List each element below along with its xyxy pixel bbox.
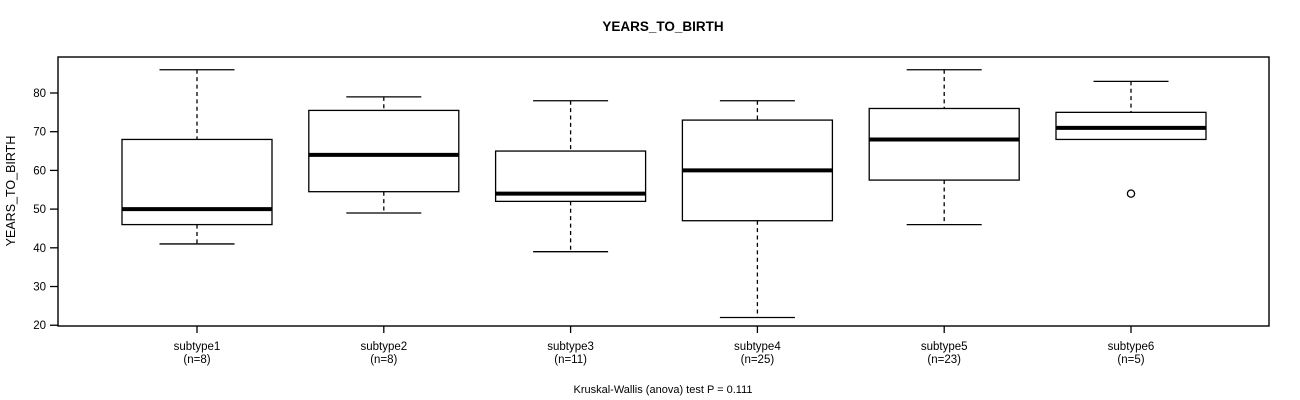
- iqr-box: [121, 138, 273, 226]
- box-group-subtype1: [121, 69, 273, 245]
- y-tick-label: 70: [33, 127, 46, 139]
- chart-title: YEARS_TO_BIRTH: [602, 19, 723, 34]
- y-axis-label: YEARS_TO_BIRTH: [4, 136, 18, 247]
- box-group-subtype3: [494, 100, 647, 253]
- x-tick-count-label: (n=5): [1117, 354, 1144, 366]
- box-group-subtype5: [868, 69, 1020, 226]
- iqr-box: [308, 109, 460, 193]
- y-tick-label: 20: [33, 320, 46, 332]
- y-tick-label: 80: [33, 88, 46, 100]
- y-axis: 20 30 40 50 60 70 80: [33, 88, 58, 332]
- boxes: [121, 69, 1207, 319]
- box-group-subtype2: [308, 96, 460, 214]
- x-tick-label: subtype1: [174, 341, 221, 353]
- x-tick-label: subtype4: [734, 341, 781, 353]
- x-tick-label: subtype2: [360, 341, 407, 353]
- x-tick-count-label: (n=23): [927, 354, 961, 366]
- y-tick-label: 40: [33, 243, 46, 255]
- iqr-box: [868, 107, 1020, 181]
- outlier-point: [1126, 189, 1136, 198]
- x-tick-count-label: (n=8): [370, 354, 397, 366]
- plot-frame: [57, 56, 1270, 327]
- x-tick-label: subtype6: [1108, 341, 1155, 353]
- box-group-subtype4: [681, 100, 834, 319]
- x-tick-count-label: (n=11): [554, 354, 587, 366]
- x-tick-label: subtype3: [547, 341, 594, 353]
- y-tick-label: 30: [33, 282, 46, 294]
- x-tick-label: subtype5: [921, 341, 968, 353]
- x-axis: subtype1(n=8)subtype2(n=8)subtype3(n=11)…: [174, 326, 1155, 366]
- y-tick-label: 50: [33, 204, 46, 216]
- x-tick-count-label: (n=25): [741, 354, 775, 366]
- x-tick-count-label: (n=8): [183, 354, 210, 366]
- y-tick-label: 60: [33, 165, 46, 177]
- stat-test-caption: Kruskal-Wallis (anova) test P = 0.111: [573, 384, 752, 396]
- box-group-subtype6: [1055, 80, 1207, 198]
